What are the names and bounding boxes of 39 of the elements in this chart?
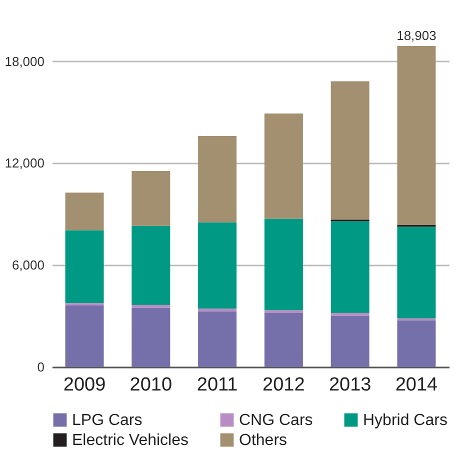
bar [264,113,303,219]
y-tick-label: 12,000 [4,156,44,171]
y-tick-label: 6,000 [12,258,44,273]
bar [330,221,370,313]
legend-label: CNG Cars [239,412,313,429]
x-tick-label: 2010 [130,374,172,396]
bar [397,226,436,318]
bar [65,306,104,367]
bar [330,313,370,316]
total-label: 18,903 [396,28,436,43]
bar [198,222,237,309]
x-tick-label: 2012 [262,374,305,396]
legend-label: LPG Cars [72,412,142,429]
y-tick-label: 18,000 [4,54,44,69]
bar [397,46,436,226]
bar [132,308,170,367]
bar [65,230,104,304]
bar [330,316,370,367]
bar [65,192,104,230]
bar [132,226,170,306]
x-tick-label: 2014 [395,374,438,396]
bar [264,313,303,367]
legend-label: Electric Vehicles [72,432,188,449]
x-tick-label: 2009 [63,374,106,396]
bar [132,305,170,308]
x-tick-label: 2011 [196,374,238,396]
legend-label: Others [239,432,288,449]
bar [397,320,436,367]
x-tick-label: 2013 [328,374,372,396]
bar [65,303,104,306]
bar [264,310,303,313]
bar [132,171,170,226]
bar [198,311,237,367]
bar [198,308,237,312]
y-tick-label: 0 [37,360,44,374]
legend-label: Hybrid Cars [363,412,448,429]
bar [198,136,237,222]
bar [264,218,303,310]
bar [330,81,370,220]
